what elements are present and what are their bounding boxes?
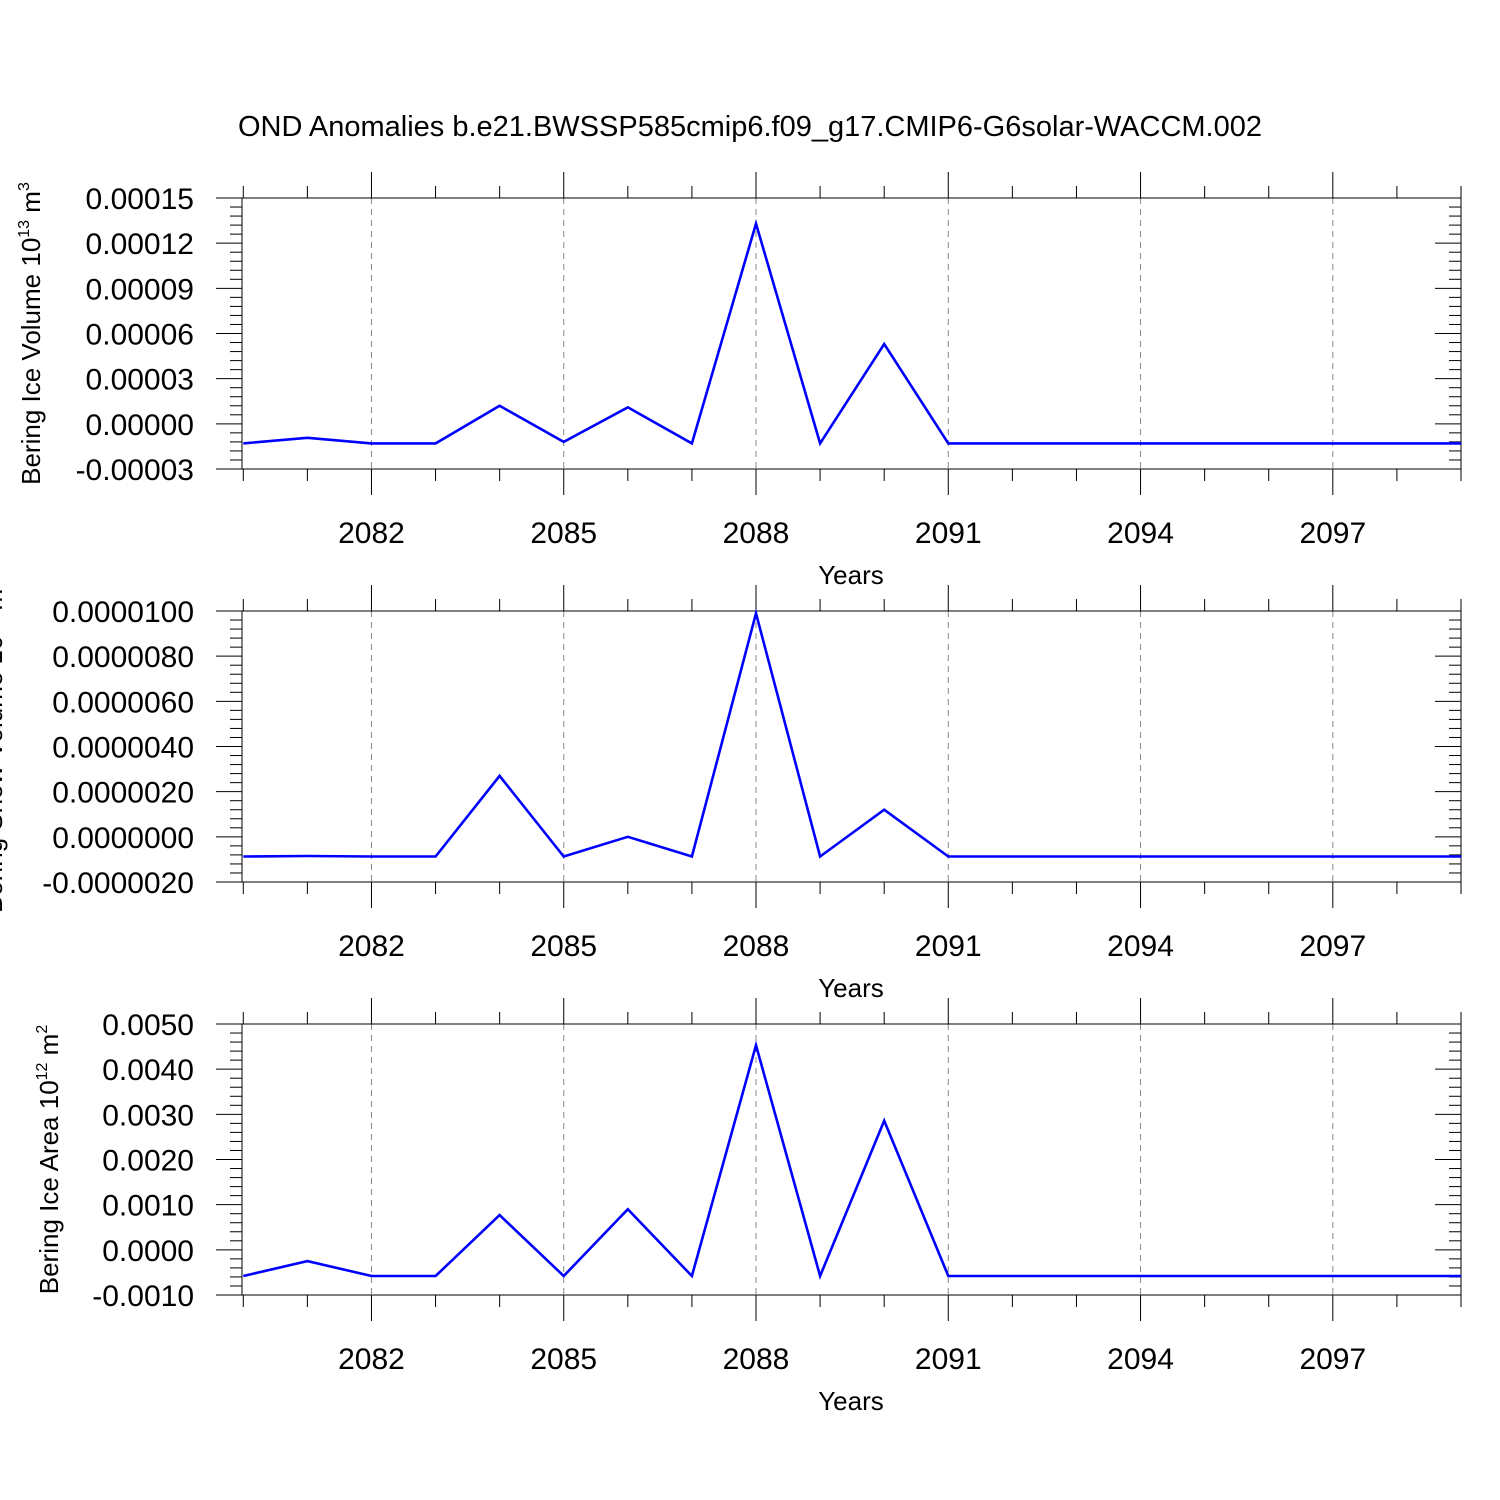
series-line <box>243 609 1461 859</box>
x-axis-title: Years <box>818 973 884 1003</box>
y-axis-title: Bering Ice Area 1012 m2 <box>34 1025 64 1295</box>
x-tick-label: 2085 <box>530 930 597 963</box>
y-tick-label: 0.0000 <box>102 1235 194 1268</box>
y-tick-label: 0.0000100 <box>52 596 194 629</box>
x-axis-title: Years <box>818 1386 884 1416</box>
y-axis-title: Bering Ice Volume 1013 m3 <box>16 182 46 485</box>
y-tick-label: 0.0000060 <box>52 686 194 719</box>
y-tick-label: 0.00000 <box>86 409 194 442</box>
chart-title: OND Anomalies b.e21.BWSSP585cmip6.f09_g1… <box>238 111 1262 143</box>
y-tick-label: 0.0000080 <box>52 641 194 674</box>
chart-panel-3: -0.0010 0.0000 0.0010 0.0020 0.0030 0.0040 0.0… <box>34 998 1462 1416</box>
y-tick-label: 0.0050 <box>102 1009 194 1042</box>
y-tick-label: 0.0020 <box>102 1145 194 1178</box>
x-tick-label: 2082 <box>338 517 405 550</box>
y-tick-label: -0.0010 <box>92 1280 194 1313</box>
x-tick-label: 2094 <box>1107 517 1174 550</box>
x-tick-label: 2094 <box>1107 930 1174 963</box>
x-tick-label: 2097 <box>1299 930 1366 963</box>
y-tick-label: 0.0010 <box>102 1190 194 1223</box>
y-tick-label: 0.0000040 <box>52 732 194 765</box>
y-tick-label: 0.0030 <box>102 1099 194 1132</box>
chart-panel-2: -0.0000020 0.0000000 0.0000020 0.0000040 0.0… <box>0 580 1462 1003</box>
y-tick-label: 0.0040 <box>102 1054 194 1087</box>
panels: -0.00003 0.00000 0.00003 0.00006 0.00009 0.00… <box>0 172 1462 1416</box>
x-tick-label: 2088 <box>723 930 790 963</box>
y-tick-label: 0.00015 <box>86 183 194 216</box>
y-tick-label: -0.0000020 <box>42 867 194 900</box>
x-tick-label: 2088 <box>723 1343 790 1376</box>
x-tick-label: 2085 <box>530 1343 597 1376</box>
y-tick-label: 0.0000000 <box>52 822 194 855</box>
y-tick-label: 0.0000020 <box>52 777 194 810</box>
chart-panel-1: -0.00003 0.00000 0.00003 0.00006 0.00009 0.00… <box>16 172 1462 590</box>
series-line <box>243 1040 1461 1280</box>
x-tick-label: 2097 <box>1299 1343 1366 1376</box>
y-tick-label: -0.00003 <box>76 454 194 487</box>
y-tick-label: 0.00012 <box>86 228 194 261</box>
x-axis-title: Years <box>818 560 884 590</box>
y-tick-label: 0.00009 <box>86 273 194 306</box>
x-tick-label: 2088 <box>723 517 790 550</box>
x-tick-label: 2091 <box>915 517 982 550</box>
x-tick-label: 2085 <box>530 517 597 550</box>
y-axis-title: Bering Snow Volume 1013 m3 <box>0 580 8 913</box>
y-tick-label: 0.00006 <box>86 319 194 352</box>
x-tick-label: 2091 <box>915 930 982 963</box>
x-tick-label: 2082 <box>338 1343 405 1376</box>
x-tick-label: 2097 <box>1299 517 1366 550</box>
series-line <box>243 218 1461 447</box>
x-tick-label: 2094 <box>1107 1343 1174 1376</box>
y-tick-label: 0.00003 <box>86 364 194 397</box>
x-tick-label: 2091 <box>915 1343 982 1376</box>
x-tick-label: 2082 <box>338 930 405 963</box>
